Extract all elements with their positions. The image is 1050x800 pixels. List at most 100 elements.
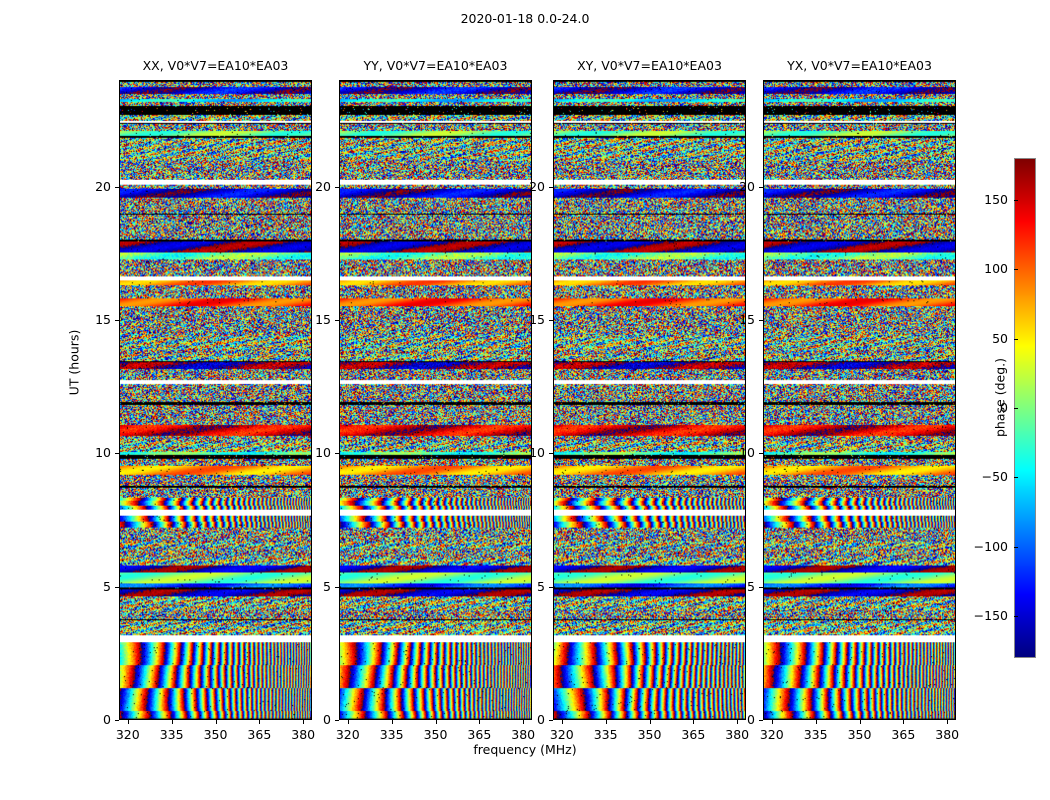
y-tick-mark bbox=[759, 320, 763, 321]
x-tick-label: 365 bbox=[681, 727, 706, 742]
colorbar-tick-label: −150 bbox=[973, 608, 1008, 624]
x-axis-label: frequency (MHz) bbox=[473, 742, 577, 757]
x-tick-mark bbox=[816, 720, 817, 724]
y-tick-mark bbox=[549, 720, 553, 721]
x-tick-label: 335 bbox=[593, 727, 618, 742]
y-tick-mark bbox=[549, 187, 553, 188]
y-tick-label: 20 bbox=[95, 178, 111, 194]
y-tick-label: 15 bbox=[739, 312, 755, 327]
x-tick-mark bbox=[562, 720, 563, 724]
y-tick-mark bbox=[759, 187, 763, 188]
y-tick-label: 15 bbox=[315, 312, 331, 327]
x-tick-label: 365 bbox=[891, 727, 916, 742]
y-tick-label: 5 bbox=[103, 578, 111, 594]
x-tick-label: 320 bbox=[115, 727, 140, 742]
y-axis-label: UT (hours) bbox=[66, 329, 82, 396]
y-tick-mark bbox=[115, 587, 119, 588]
y-tick-mark bbox=[549, 453, 553, 454]
colorbar-tick-mark bbox=[1014, 339, 1018, 340]
x-tick-mark bbox=[348, 720, 349, 724]
x-tick-label: 350 bbox=[637, 727, 662, 742]
y-tick-label: 5 bbox=[537, 578, 545, 594]
colorbar-tick-label: −100 bbox=[973, 538, 1008, 554]
x-tick-label: 380 bbox=[511, 727, 536, 742]
waterfall-panel-xy[interactable] bbox=[553, 80, 746, 720]
y-tick-mark bbox=[759, 587, 763, 588]
y-tick-mark bbox=[335, 587, 339, 588]
x-tick-label: 380 bbox=[725, 727, 750, 742]
x-tick-label: 350 bbox=[423, 727, 448, 742]
waterfall-panel-yy[interactable] bbox=[339, 80, 532, 720]
colorbar-tick-mark bbox=[1014, 200, 1018, 201]
x-tick-label: 380 bbox=[935, 727, 960, 742]
y-tick-label: 20 bbox=[315, 178, 331, 194]
y-tick-mark bbox=[335, 320, 339, 321]
y-tick-label: 0 bbox=[103, 712, 111, 727]
x-tick-mark bbox=[303, 720, 304, 724]
y-tick-label: 10 bbox=[739, 445, 755, 461]
y-tick-mark bbox=[335, 187, 339, 188]
x-tick-mark bbox=[947, 720, 948, 724]
y-tick-mark bbox=[759, 720, 763, 721]
x-tick-mark bbox=[392, 720, 393, 724]
x-tick-mark bbox=[216, 720, 217, 724]
y-tick-mark bbox=[549, 320, 553, 321]
y-tick-label: 0 bbox=[537, 712, 545, 727]
x-tick-mark bbox=[436, 720, 437, 724]
y-tick-label: 10 bbox=[315, 445, 331, 461]
waterfall-panel-yx[interactable] bbox=[763, 80, 956, 720]
x-tick-label: 335 bbox=[379, 727, 404, 742]
y-tick-label: 5 bbox=[323, 578, 331, 594]
y-tick-label: 0 bbox=[323, 712, 331, 727]
y-tick-label: 10 bbox=[95, 445, 111, 461]
colorbar-tick-mark bbox=[1014, 547, 1018, 548]
colorbar-tick-mark bbox=[1014, 408, 1018, 409]
x-tick-label: 320 bbox=[759, 727, 784, 742]
y-tick-mark bbox=[115, 320, 119, 321]
x-tick-mark bbox=[772, 720, 773, 724]
x-tick-mark bbox=[903, 720, 904, 724]
y-tick-mark bbox=[335, 720, 339, 721]
x-tick-label: 320 bbox=[335, 727, 360, 742]
x-tick-mark bbox=[259, 720, 260, 724]
colorbar-tick-label: 0 bbox=[1000, 400, 1008, 415]
waterfall-panel-xx[interactable] bbox=[119, 80, 312, 720]
y-tick-label: 15 bbox=[95, 312, 111, 327]
y-tick-mark bbox=[549, 587, 553, 588]
x-tick-mark bbox=[128, 720, 129, 724]
y-tick-label: 20 bbox=[739, 178, 755, 194]
x-tick-mark bbox=[606, 720, 607, 724]
panel-title-yy: YY, V0*V7=EA10*EA03 bbox=[363, 58, 508, 73]
y-tick-mark bbox=[115, 187, 119, 188]
panel-title-yx: YX, V0*V7=EA10*EA03 bbox=[787, 58, 932, 73]
y-tick-label: 15 bbox=[529, 312, 545, 327]
x-tick-mark bbox=[650, 720, 651, 724]
colorbar-tick-label: −50 bbox=[981, 469, 1008, 485]
colorbar-tick-mark bbox=[1014, 477, 1018, 478]
panel-title-xy: XY, V0*V7=EA10*EA03 bbox=[577, 58, 722, 73]
x-tick-label: 380 bbox=[291, 727, 316, 742]
x-tick-label: 365 bbox=[467, 727, 492, 742]
x-tick-label: 335 bbox=[803, 727, 828, 742]
y-tick-mark bbox=[759, 453, 763, 454]
x-tick-mark bbox=[860, 720, 861, 724]
x-tick-label: 350 bbox=[203, 727, 228, 742]
colorbar-tick-label: 150 bbox=[984, 191, 1008, 207]
y-tick-label: 10 bbox=[529, 445, 545, 461]
figure-suptitle: 2020-01-18 0.0-24.0 bbox=[460, 11, 590, 26]
x-tick-mark bbox=[479, 720, 480, 724]
colorbar-tick-label: 50 bbox=[992, 330, 1008, 346]
y-tick-mark bbox=[115, 720, 119, 721]
x-tick-mark bbox=[737, 720, 738, 724]
y-tick-mark bbox=[115, 453, 119, 454]
y-tick-mark bbox=[335, 453, 339, 454]
x-tick-label: 350 bbox=[847, 727, 872, 742]
y-tick-label: 5 bbox=[747, 578, 755, 594]
x-tick-label: 335 bbox=[159, 727, 184, 742]
colorbar-tick-label: 100 bbox=[984, 261, 1008, 277]
x-tick-mark bbox=[523, 720, 524, 724]
x-tick-mark bbox=[693, 720, 694, 724]
colorbar-tick-mark bbox=[1014, 269, 1018, 270]
y-tick-label: 0 bbox=[747, 712, 755, 727]
